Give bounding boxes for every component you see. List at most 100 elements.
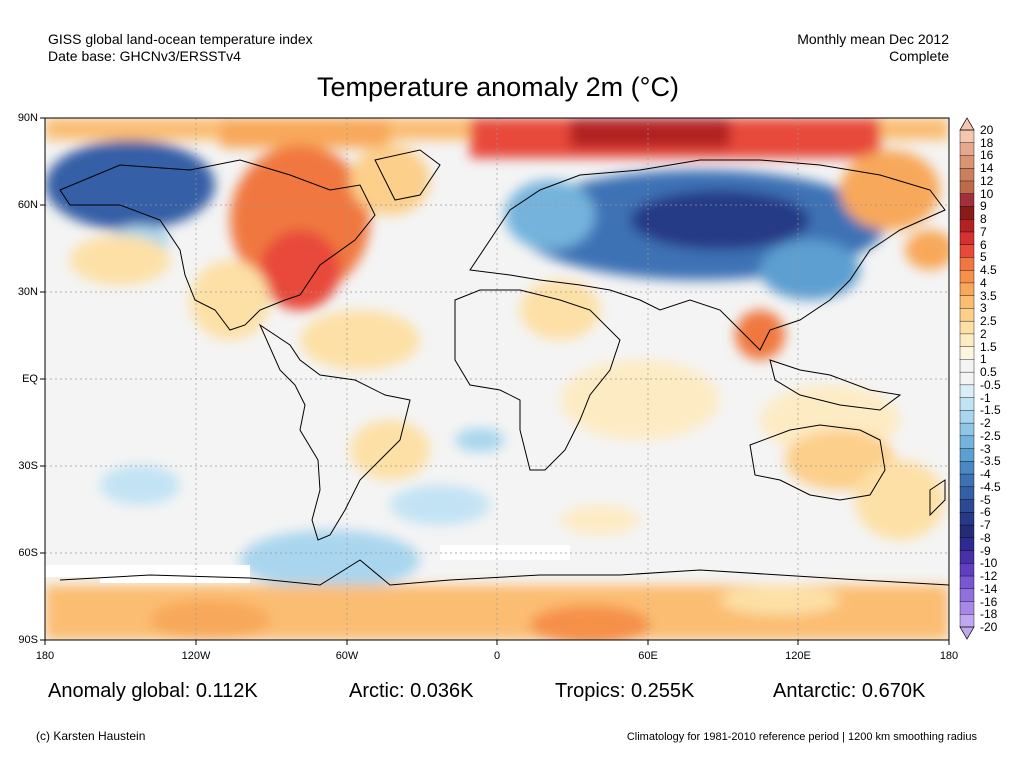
colorbar-cell (959, 219, 975, 233)
colorbar-top-arrow (959, 117, 975, 131)
colorbar-cell (959, 435, 975, 450)
colorbar-label: 9 (980, 199, 987, 214)
colorbar-label: -4.5 (980, 479, 1001, 494)
colorbar-label: -14 (980, 581, 998, 596)
colorbar-label: 1.5 (980, 339, 997, 354)
colorbar-cell (959, 448, 975, 462)
colorbar-cell (959, 155, 975, 169)
lon-label-180w: 180 (35, 650, 55, 662)
colorbar-label: -12 (980, 569, 998, 584)
colorbar-cell (959, 397, 975, 411)
colorbar-label: -20 (980, 620, 998, 634)
lat-label-30s: 30S (18, 460, 38, 472)
colorbar-cell (959, 333, 975, 348)
colorbar-label: -9 (980, 543, 991, 558)
colorbar-label: 3.5 (980, 288, 997, 303)
colorbar-cell (959, 588, 975, 603)
anomaly-map (40, 117, 950, 645)
colorbar-label: 16 (980, 148, 994, 163)
colorbar-cell (959, 512, 975, 526)
colorbar-label: -5 (980, 492, 991, 507)
colorbar-cell (959, 499, 975, 513)
arctic-anomaly: Arctic: 0.036K (349, 680, 474, 702)
graticule (45, 118, 949, 640)
colorbar-cell (959, 550, 975, 564)
colorbar-label: -18 (980, 607, 998, 622)
lat-label-30n: 30N (17, 286, 38, 298)
colorbar-label: 2.5 (980, 314, 997, 329)
lon-label-120w: 120W (181, 650, 211, 662)
colorbar-cell (959, 244, 975, 258)
anomaly-stats: Anomaly global: 0.112K Arctic: 0.036K Tr… (0, 680, 1024, 706)
header-right: Monthly mean Dec 2012 Complete (797, 31, 949, 65)
colorbar-label: 20 (980, 123, 994, 137)
global-anomaly: Anomaly global: 0.112K (48, 680, 258, 702)
colorbar-cell (959, 461, 975, 475)
colorbar-label: -1 (980, 390, 991, 405)
climatology-note: Climatology for 1981-2010 reference peri… (626, 731, 977, 743)
colorbar-label: 4 (980, 275, 987, 290)
colorbar-cell (959, 206, 975, 220)
colorbar-label: 6 (980, 237, 987, 252)
colorbar-label: 5 (980, 250, 987, 265)
anomaly-field (45, 118, 949, 640)
lat-label-90s: 90S (18, 634, 38, 646)
colorbar-cell (959, 384, 975, 399)
colorbar-label: 0.5 (980, 365, 997, 380)
colorbar-cell (959, 308, 975, 322)
lon-label-0: 0 (493, 650, 501, 662)
lat-label-60s: 60S (18, 547, 38, 559)
colorbar-cells (959, 129, 975, 628)
antarctic-anomaly: Antarctic: 0.670K (773, 680, 926, 702)
colorbar-cell (959, 422, 975, 437)
credit-text: (c) Karsten Haustein (36, 729, 146, 743)
colorbar-cell (959, 231, 975, 246)
lon-label-60w: 60W (335, 650, 359, 662)
colorbar-cell (959, 359, 975, 373)
colorbar-label: -3.5 (980, 454, 1001, 469)
colorbar-label: -8 (980, 530, 991, 545)
lon-label-60e: 60E (638, 650, 658, 662)
colorbar-label: -10 (980, 556, 998, 571)
database-label: Date base: GHCNv3/ERSSTv4 (48, 48, 241, 64)
colorbar-cell (959, 320, 975, 335)
colorbar-label: -16 (980, 594, 998, 609)
map-title: Temperature anomaly 2m (°C) (317, 72, 679, 102)
colorbar-cell (959, 410, 975, 424)
colorbar-cell (959, 282, 975, 297)
completeness-label: Complete (889, 48, 949, 64)
colorbar-label: 8 (980, 212, 987, 227)
colorbar-cell (959, 346, 975, 360)
lat-label-60n: 60N (17, 199, 38, 211)
colorbar-label: -2.5 (980, 428, 1001, 443)
colorbar-cell (959, 193, 975, 207)
colorbar-label: 3 (980, 301, 987, 316)
colorbar-cell (959, 486, 975, 501)
lon-label-180e: 180 (939, 650, 959, 662)
lon-label-120e: 120E (785, 650, 811, 662)
colorbar-label: 4.5 (980, 263, 997, 278)
coastlines (59, 149, 949, 586)
colorbar-cell (959, 473, 975, 488)
dataset-title: GISS global land-ocean temperature index (48, 31, 313, 47)
colorbar-label: 12 (980, 173, 994, 188)
colorbar-cell (959, 614, 975, 628)
colorbar-label: 2 (980, 326, 987, 341)
colorbar-bottom-arrow (959, 626, 975, 640)
colorbar-cell (959, 295, 975, 309)
colorbar-label: 14 (980, 161, 994, 176)
colorbar (959, 117, 975, 640)
colorbar-label: -7 (980, 518, 991, 533)
colorbar-cell (959, 371, 975, 386)
colorbar-label: 18 (980, 135, 994, 150)
colorbar-cell (959, 142, 975, 156)
colorbar-label: -4 (980, 467, 991, 482)
header-left: GISS global land-ocean temperature index… (48, 31, 313, 65)
colorbar-label: 7 (980, 224, 987, 239)
colorbar-cell (959, 601, 975, 615)
colorbar-label: 1 (980, 352, 987, 367)
colorbar-cell (959, 257, 975, 271)
colorbar-cell (959, 563, 975, 577)
colorbar-cell (959, 537, 975, 552)
colorbar-label: -3 (980, 441, 991, 456)
